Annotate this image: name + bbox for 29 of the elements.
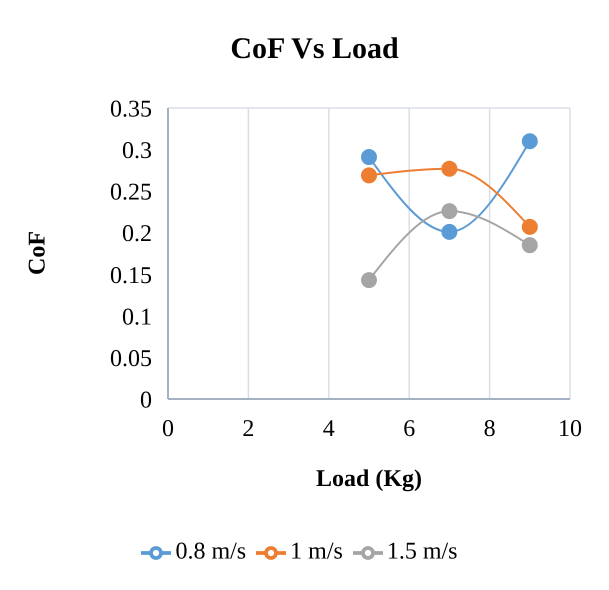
point — [361, 167, 377, 184]
x-tick-label: 6 — [403, 416, 416, 442]
chart-title: CoF Vs Load — [229, 32, 400, 66]
legend-label: 1.5 m/s — [386, 538, 458, 565]
x-tick-label: 10 — [558, 416, 582, 442]
x-tick-label: 2 — [242, 416, 254, 442]
x-tick-label: 8 — [484, 416, 496, 442]
y-tick-label: 0.1 — [122, 304, 152, 330]
point — [441, 203, 458, 220]
y-tick-label: 0.15 — [110, 262, 152, 289]
point — [361, 272, 377, 288]
y-tick-label: 0.3 — [122, 138, 152, 164]
point — [522, 133, 538, 150]
y-axis-title: CoF — [24, 231, 52, 275]
legend-label: 1 m/s — [290, 538, 343, 565]
y-tick-label: 0.05 — [110, 346, 152, 372]
point — [441, 224, 458, 240]
y-tick-label: 0.35 — [110, 96, 152, 123]
x-tick-label: 4 — [322, 416, 335, 442]
x-tick-label: 0 — [162, 416, 174, 442]
point — [361, 149, 377, 166]
y-tick-label: 0 — [140, 388, 152, 414]
point — [522, 237, 538, 254]
legend-label: 0.8 m/s — [175, 538, 246, 565]
y-tick-label: 0.2 — [122, 221, 152, 248]
point — [441, 160, 458, 177]
y-tick-label: 0.25 — [110, 180, 152, 206]
point — [522, 218, 538, 235]
x-axis-title: Load (Kg) — [314, 466, 423, 493]
